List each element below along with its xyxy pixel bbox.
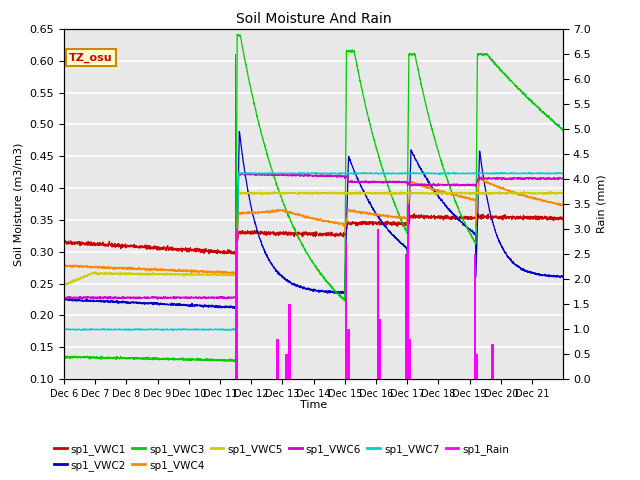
Text: TZ_osu: TZ_osu [69, 52, 113, 62]
Y-axis label: Rain (mm): Rain (mm) [596, 175, 606, 233]
Legend: sp1_VWC1, sp1_VWC2, sp1_VWC3, sp1_VWC4, sp1_VWC5, sp1_VWC6, sp1_VWC7, sp1_Rain: sp1_VWC1, sp1_VWC2, sp1_VWC3, sp1_VWC4, … [50, 439, 513, 475]
X-axis label: Time: Time [300, 400, 327, 410]
Y-axis label: Soil Moisture (m3/m3): Soil Moisture (m3/m3) [14, 142, 24, 266]
Title: Soil Moisture And Rain: Soil Moisture And Rain [236, 12, 392, 26]
